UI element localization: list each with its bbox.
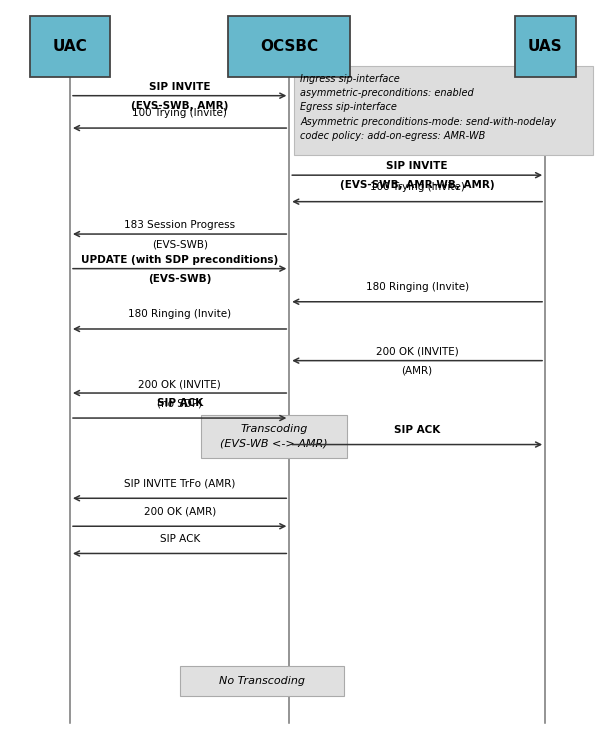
Text: SIP INVITE TrFo (AMR): SIP INVITE TrFo (AMR)	[124, 478, 235, 489]
Text: No Transcoding: No Transcoding	[219, 676, 305, 686]
FancyBboxPatch shape	[180, 666, 344, 696]
FancyBboxPatch shape	[30, 16, 110, 77]
Text: 200 OK (AMR): 200 OK (AMR)	[144, 506, 216, 517]
Text: SIP ACK: SIP ACK	[157, 398, 203, 408]
Text: (EVS-SWB, AMR-WB, AMR): (EVS-SWB, AMR-WB, AMR)	[340, 180, 495, 191]
Text: 180 Ringing (Invite): 180 Ringing (Invite)	[365, 282, 469, 292]
Text: (no SDP): (no SDP)	[157, 398, 202, 408]
Text: SIP INVITE: SIP INVITE	[387, 161, 448, 171]
Text: SIP ACK: SIP ACK	[160, 534, 200, 544]
Text: Ingress sip-interface
asymmetric-preconditions: enabled
Egress sip-interface
Asy: Ingress sip-interface asymmetric-precond…	[300, 74, 556, 141]
FancyBboxPatch shape	[294, 66, 593, 155]
Text: OCSBC: OCSBC	[260, 39, 319, 54]
Text: SIP INVITE: SIP INVITE	[149, 82, 210, 92]
Text: 200 OK (INVITE): 200 OK (INVITE)	[138, 379, 221, 389]
Text: Transcoding
(EVS-WB <-> AMR): Transcoding (EVS-WB <-> AMR)	[220, 425, 328, 448]
FancyBboxPatch shape	[228, 16, 350, 77]
Text: 200 OK (INVITE): 200 OK (INVITE)	[376, 347, 459, 357]
Text: 100 Trying (Invite): 100 Trying (Invite)	[132, 108, 227, 118]
Text: (EVS-SWB): (EVS-SWB)	[148, 274, 211, 284]
Text: UPDATE (with SDP preconditions): UPDATE (with SDP preconditions)	[81, 255, 278, 265]
Text: (EVS-SWB, AMR): (EVS-SWB, AMR)	[131, 101, 228, 111]
Text: SIP ACK: SIP ACK	[394, 425, 440, 435]
Text: UAC: UAC	[52, 39, 88, 54]
Text: UAS: UAS	[528, 39, 562, 54]
Text: (EVS-SWB): (EVS-SWB)	[152, 239, 208, 250]
Text: 180 Ringing (Invite): 180 Ringing (Invite)	[128, 309, 231, 319]
Text: 183 Session Progress: 183 Session Progress	[124, 220, 235, 230]
FancyBboxPatch shape	[515, 16, 576, 77]
Text: 100 Trying (Invite): 100 Trying (Invite)	[370, 182, 465, 192]
Text: (AMR): (AMR)	[401, 366, 433, 376]
FancyBboxPatch shape	[201, 415, 347, 458]
